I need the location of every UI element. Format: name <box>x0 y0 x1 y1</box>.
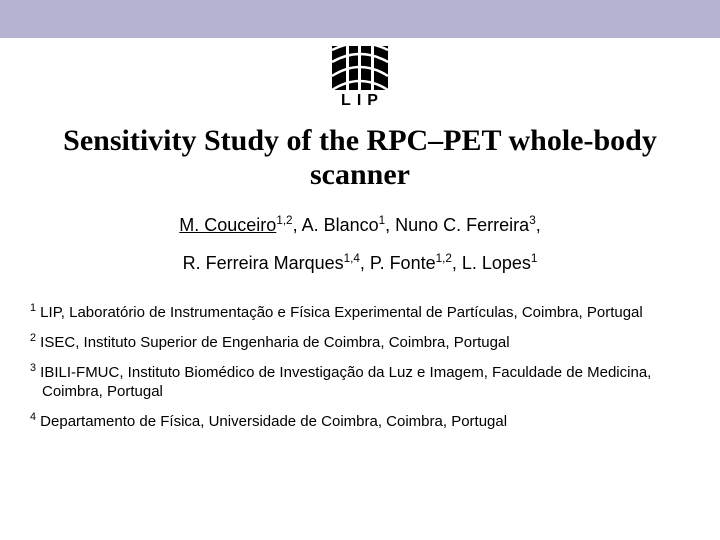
logo-container: LIP <box>0 44 720 110</box>
page-title: Sensitivity Study of the RPC–PET whole-b… <box>0 124 720 191</box>
authors-line-2: R. Ferreira Marques1,4, P. Fonte1,2, L. … <box>0 251 720 275</box>
lip-logo-graphic <box>314 44 406 92</box>
affiliation-4: 4 Departamento de Física, Universidade d… <box>22 413 698 431</box>
affiliation-2: 2 ISEC, Instituto Superior de Engenharia… <box>22 334 698 352</box>
lip-logo-text: LIP <box>314 92 406 110</box>
affiliations-block: 1 LIP, Laboratório de Instrumentação e F… <box>0 304 720 431</box>
affiliation-1: 1 LIP, Laboratório de Instrumentação e F… <box>22 304 698 322</box>
authors-line-1: M. Couceiro1,2, A. Blanco1, Nuno C. Ferr… <box>0 213 720 237</box>
authors-block: M. Couceiro1,2, A. Blanco1, Nuno C. Ferr… <box>0 213 720 276</box>
top-accent-band <box>0 0 720 38</box>
lip-logo: LIP <box>314 44 406 110</box>
affiliation-3: 3 IBILI-FMUC, Instituto Biomédico de Inv… <box>22 364 698 401</box>
